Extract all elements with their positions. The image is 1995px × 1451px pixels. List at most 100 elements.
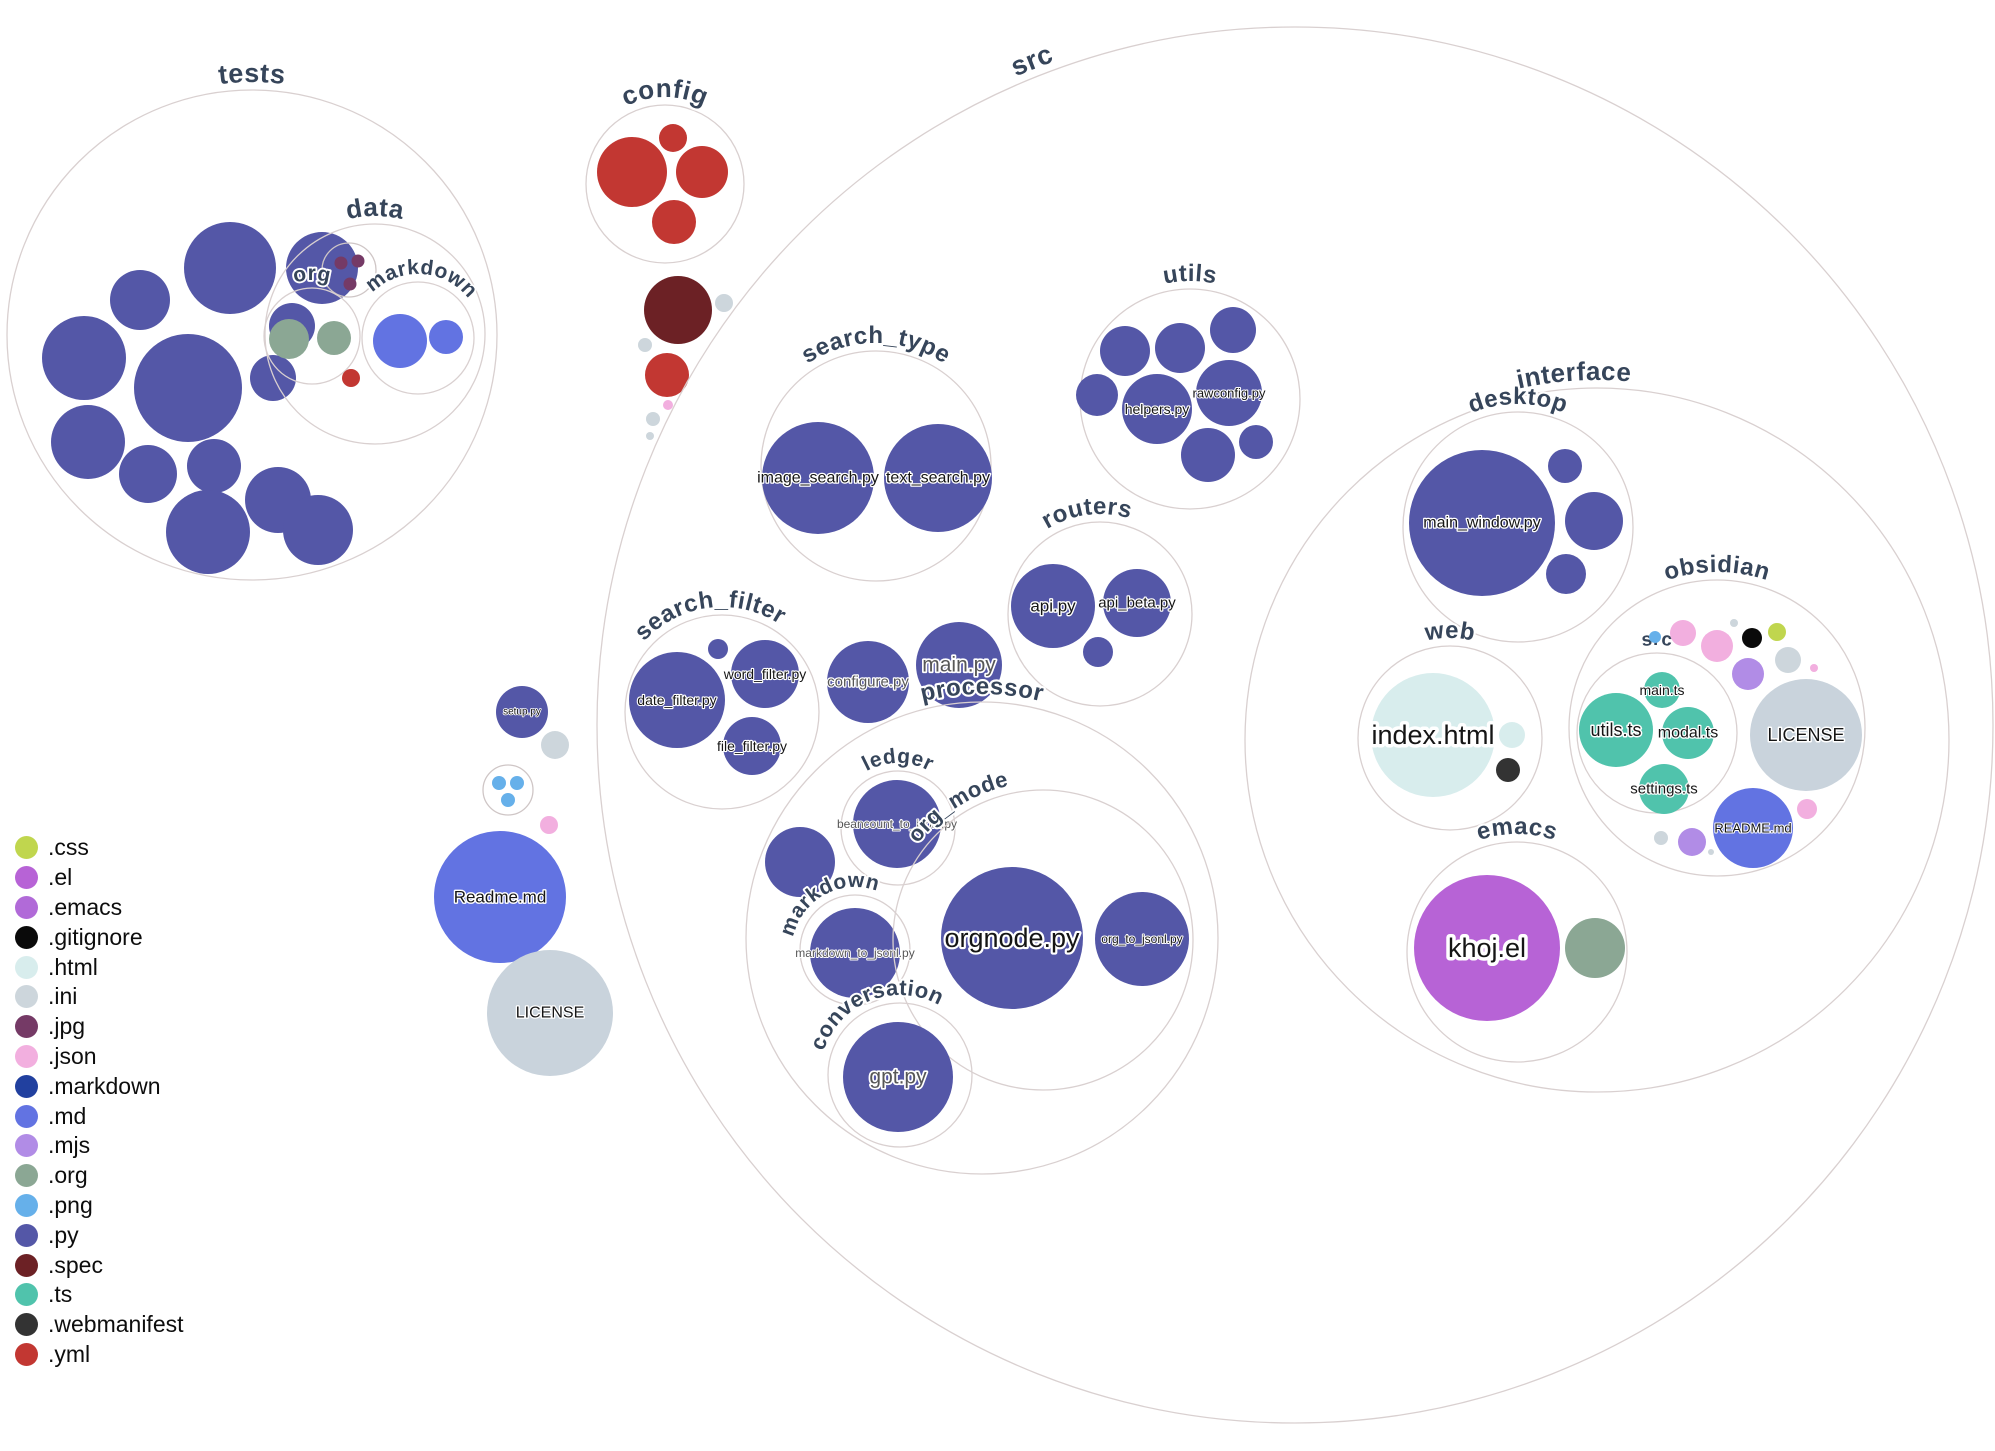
file-circle-.png: [1649, 631, 1661, 643]
file-circle-main-window.py: [1409, 450, 1555, 596]
file-circle-.ini: [1708, 849, 1714, 855]
file-label-license: LICENSE: [516, 1005, 584, 1022]
legend-swatch-.ini: [15, 985, 38, 1009]
legend-swatch-.py: [15, 1223, 38, 1247]
file-circle-license: [1750, 679, 1862, 791]
file-circle-settings.ts: [1639, 764, 1689, 814]
file-circle-.py: [1155, 323, 1205, 373]
file-circle-.py: [1546, 554, 1586, 594]
file-circle-.ini: [646, 412, 660, 426]
file-circle-.py: [42, 316, 126, 400]
legend-swatch-.el: [15, 866, 38, 890]
file-label-beancount-to-jsonl.py: beancount_to_jsonl.py: [837, 817, 957, 831]
legend-swatch-.md: [15, 1104, 38, 1128]
file-circle-text-search.py: [884, 424, 992, 532]
file-circle-.md: [373, 314, 427, 368]
file-label-api.py: api.py: [1030, 597, 1076, 616]
file-circle-configure.py: [827, 641, 909, 723]
folder-circle-obsidian: [1568, 579, 1866, 877]
legend-label-.png: .png: [48, 1191, 93, 1218]
file-circle-.py: [283, 495, 353, 565]
file-circle-.ini: [1730, 619, 1738, 627]
file-circle-.org: [1565, 918, 1625, 978]
file-label-readme.md: README.md: [1714, 821, 1791, 836]
file-label-khoj.el: khoj.el: [1448, 933, 1526, 963]
folder-circle-web: [1357, 645, 1543, 831]
file-circle-gpt.py: [843, 1022, 953, 1132]
legend-swatch-.webmanifest: [15, 1313, 38, 1337]
folder-circle-markdown: [799, 894, 911, 1006]
legend-label-.org: .org: [48, 1162, 88, 1189]
folder-circle-routers: [1007, 521, 1193, 707]
file-circle-.py: [1076, 374, 1118, 416]
legend-item-.yml: .yml: [15, 1340, 184, 1370]
file-circle-readme.md: [1713, 788, 1793, 868]
legend-label-.yml: .yml: [48, 1340, 91, 1367]
folder-circle-emacs: [1406, 841, 1628, 1063]
file-label-main-window.py: main_window.py: [1423, 515, 1540, 532]
folder-label-utils: utils: [1161, 260, 1219, 290]
file-circle-file-filter.py: [723, 717, 781, 775]
folder-label-markdown: markdown: [361, 256, 482, 302]
file-circle-.yml: [597, 137, 667, 207]
file-label-license: LICENSE: [1767, 725, 1844, 745]
file-circle-.mjs: [1678, 828, 1706, 856]
folder-label-emacs: emacs: [1473, 813, 1560, 846]
file-circle-helpers.py: [1122, 374, 1192, 444]
legend-item-.py: .py: [15, 1220, 184, 1250]
file-label-setup.py: setup.py: [503, 707, 541, 718]
file-circle-.html: [1499, 722, 1525, 748]
file-circle-.py: [1210, 307, 1256, 353]
file-label-settings.ts: settings.ts: [1630, 781, 1698, 798]
file-circle-date-filter.py: [629, 652, 725, 748]
file-circle-.json: [1797, 799, 1817, 819]
file-circle-rawconfig.py: [1196, 360, 1262, 426]
file-circle-.ini: [715, 294, 733, 312]
file-circle-.yml: [645, 353, 689, 397]
file-circle-word-filter.py: [731, 640, 799, 708]
file-circle-.json: [1810, 664, 1818, 672]
file-circle-.py: [1548, 449, 1582, 483]
legend-label-.webmanifest: .webmanifest: [48, 1311, 184, 1338]
legend-item-.spec: .spec: [15, 1250, 184, 1280]
folder-circle-data: [264, 223, 486, 445]
file-circle-.py: [184, 222, 276, 314]
folder-circle-search-type: [760, 350, 992, 582]
file-label-readme.md: Readme.md: [454, 888, 547, 907]
legend-item-.el: .el: [15, 863, 184, 893]
folder-circle-group: [321, 242, 377, 298]
file-circle-.py: [1181, 428, 1235, 482]
file-circle-.png: [492, 776, 506, 790]
file-label-markdown-to-jsonl.py: markdown_to_jsonl.py: [795, 946, 914, 960]
legend-swatch-.css: [15, 836, 38, 860]
legend-item-.json: .json: [15, 1042, 184, 1072]
legend-swatch-.markdown: [15, 1074, 38, 1098]
folder-circle-tests: [6, 89, 498, 581]
legend-swatch-.gitignore: [15, 925, 38, 949]
file-circle-readme.md: [434, 831, 566, 963]
legend-label-.ini: .ini: [48, 983, 78, 1010]
folder-label-tests: tests: [217, 58, 287, 90]
legend-swatch-.yml: [15, 1342, 38, 1366]
legend-swatch-.html: [15, 955, 38, 979]
file-label-rawconfig.py: rawconfig.py: [1193, 386, 1266, 401]
legend-label-.ts: .ts: [48, 1281, 73, 1308]
folder-circle-org: [263, 287, 361, 385]
file-circle-.py: [708, 639, 728, 659]
file-label-gpt.py: gpt.py: [869, 1066, 927, 1089]
file-circle-.mjs: [1732, 658, 1764, 690]
file-circle-orgnode.py: [941, 867, 1083, 1009]
legend-swatch-.org: [15, 1164, 38, 1188]
file-circle-.png: [510, 776, 524, 790]
legend-label-.spec: .spec: [48, 1251, 103, 1278]
file-circle-.yml: [659, 124, 687, 152]
folder-label-obsidian: obsidian: [1661, 551, 1774, 586]
file-circle-.py: [166, 490, 250, 574]
file-circle-main.ts: [1644, 672, 1680, 708]
legend-label-.gitignore: .gitignore: [48, 923, 143, 950]
folder-circle-ledger: [840, 770, 956, 886]
legend-item-.html: .html: [15, 952, 184, 982]
file-circle-.py: [1083, 637, 1113, 667]
